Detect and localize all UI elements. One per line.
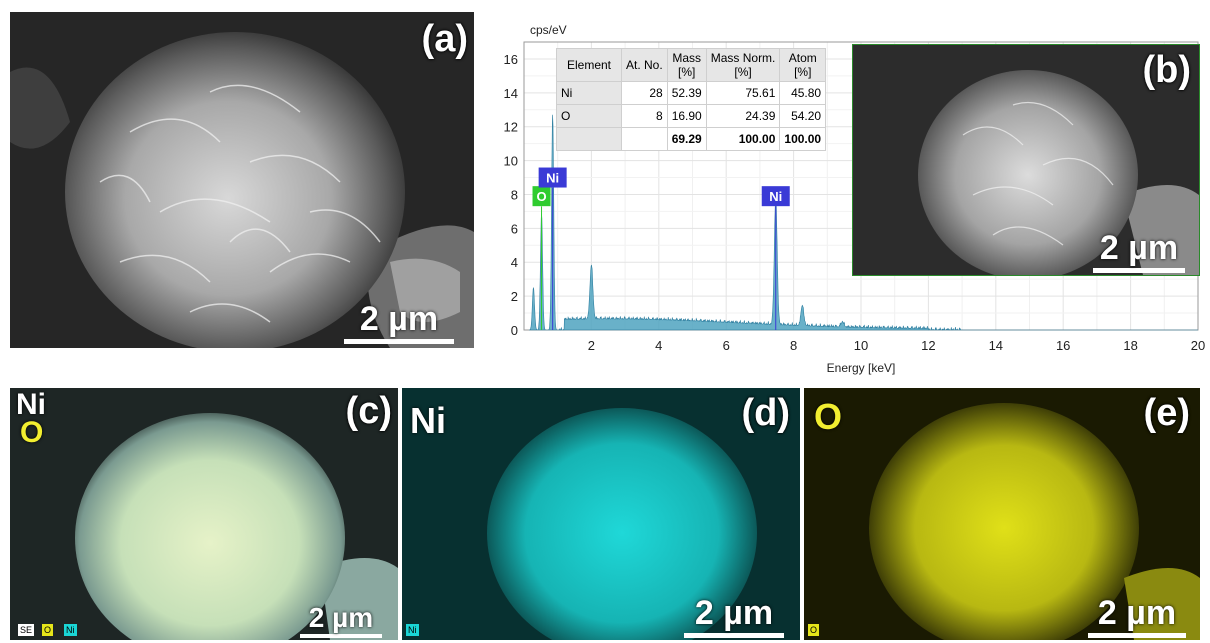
y-axis-label: cps/eV [530,23,567,37]
panel-b-inset-image: (b) 2 µm [852,44,1200,276]
x-tick-label: 18 [1123,338,1137,353]
header-mass-norm: Mass Norm. [%] [705,48,781,82]
cell: 28 [621,81,668,105]
cell: 75.61 [705,81,781,105]
x-tick-label: 8 [790,338,797,353]
cell: 52.39 [666,81,707,105]
chart-series [529,114,1198,331]
element-label-ni: Ni [410,400,446,441]
panel-e-o-map: O (e) 2 µm O [804,388,1200,640]
panel-label: (b) [1142,49,1191,91]
scale-bar-label: 2 µm [1099,229,1179,267]
scale-bar-line [1088,633,1186,638]
y-tick-label: 16 [504,52,518,67]
scale-bar: 2 µm [684,594,784,638]
peak-label-box [761,186,790,207]
scale-bar-line [344,339,454,344]
cell [556,127,622,151]
peak-label: O [532,186,551,207]
scale-bar: 2 µm [1093,229,1185,273]
o-map-image [804,388,1200,640]
scale-bar-line [1093,268,1185,273]
peak-label-text: Ni [769,189,782,204]
scale-bar-label: 2 µm [694,594,774,632]
spectrum-area [529,114,1198,331]
y-tick-label: 10 [504,154,518,169]
header-atom: Atom [%] [779,48,827,82]
scale-bar: 2 µm [1088,594,1186,638]
cell: 8 [621,104,668,128]
peak-label-text: Ni [546,171,559,186]
sem-flower-inset [853,45,1199,275]
cell: 16.90 [666,104,707,128]
peak-label-box [532,186,551,207]
x-tick-label: 10 [854,338,868,353]
table-row: O 8 16.90 24.39 54.20 [556,104,827,128]
cell: 54.20 [779,104,827,128]
table-row: Ni 28 52.39 75.61 45.80 [556,81,827,105]
scale-bar: 2 µm [344,300,454,344]
panel-label: (c) [345,390,392,432]
legend-se: SE [18,624,35,636]
sem-flower-image [10,12,474,348]
scale-bar-label: 2 µm [1097,594,1177,632]
x-axis-label: Energy [keV] [827,361,896,375]
panel-c-overlay-map: Ni O (c) 2 µm SE O Ni [10,388,398,640]
panel-label: (a) [421,18,468,60]
cell: 69.29 [666,127,707,151]
scale-bar-label: 2 µm [359,300,439,338]
x-tick-label: 20 [1191,338,1205,353]
scale-bar-line [300,634,382,638]
panel-a-sem-image: (a) 2 µm [10,12,474,348]
x-tick-label: 4 [655,338,662,353]
y-tick-label: 12 [504,120,518,135]
panel-d-ni-map: Ni (d) 2 µm Ni [402,388,800,640]
table-header-row: Element At. No. Mass [%] Mass Norm. [%] At… [556,48,827,82]
element-label-ni: Ni [16,388,46,421]
element-label-o: O [814,396,843,437]
y-tick-label: 0 [511,323,518,338]
legend-o: O [808,624,820,636]
x-tick-label: 2 [588,338,595,353]
legend-ni: Ni [406,624,419,636]
cell: Ni [556,81,622,105]
overlay-map-image [10,388,398,640]
peak-label: Ni [538,167,567,188]
cell: O [556,104,622,128]
panel-label: (e) [1143,392,1190,434]
y-tick-label: 6 [511,221,518,236]
cell: 24.39 [705,104,781,128]
legend-o: O [42,624,54,636]
cell: 45.80 [779,81,827,105]
x-tick-label: 12 [921,338,935,353]
peak-label-box [538,167,567,188]
y-tick-label: 14 [504,86,518,101]
y-tick-label: 8 [511,187,518,202]
header-element: Element [556,48,622,82]
cell: 100.00 [779,127,827,151]
scale-bar-line [684,633,784,638]
peak-label: Ni [761,186,790,207]
header-atomic-number: At. No. [621,48,668,82]
table-total-row: 69.29 100.00 100.00 [556,127,827,151]
cell [621,127,668,151]
legend-ni: Ni [64,624,77,636]
cell: 100.00 [705,127,781,151]
header-mass: Mass [%] [666,48,707,82]
y-tick-label: 4 [511,255,518,270]
peak-label-text: O [536,189,546,204]
x-tick-label: 16 [1056,338,1070,353]
x-tick-label: 6 [723,338,730,353]
y-tick-label: 2 [511,289,518,304]
x-tick-label: 14 [989,338,1003,353]
scale-bar: 2 µm [300,602,382,638]
element-label-o: O [20,416,44,449]
ni-map-image [402,388,800,640]
eds-composition-table: Element At. No. Mass [%] Mass Norm. [%] At… [556,48,827,151]
scale-bar-label: 2 µm [308,602,374,633]
panel-label: (d) [741,392,790,434]
